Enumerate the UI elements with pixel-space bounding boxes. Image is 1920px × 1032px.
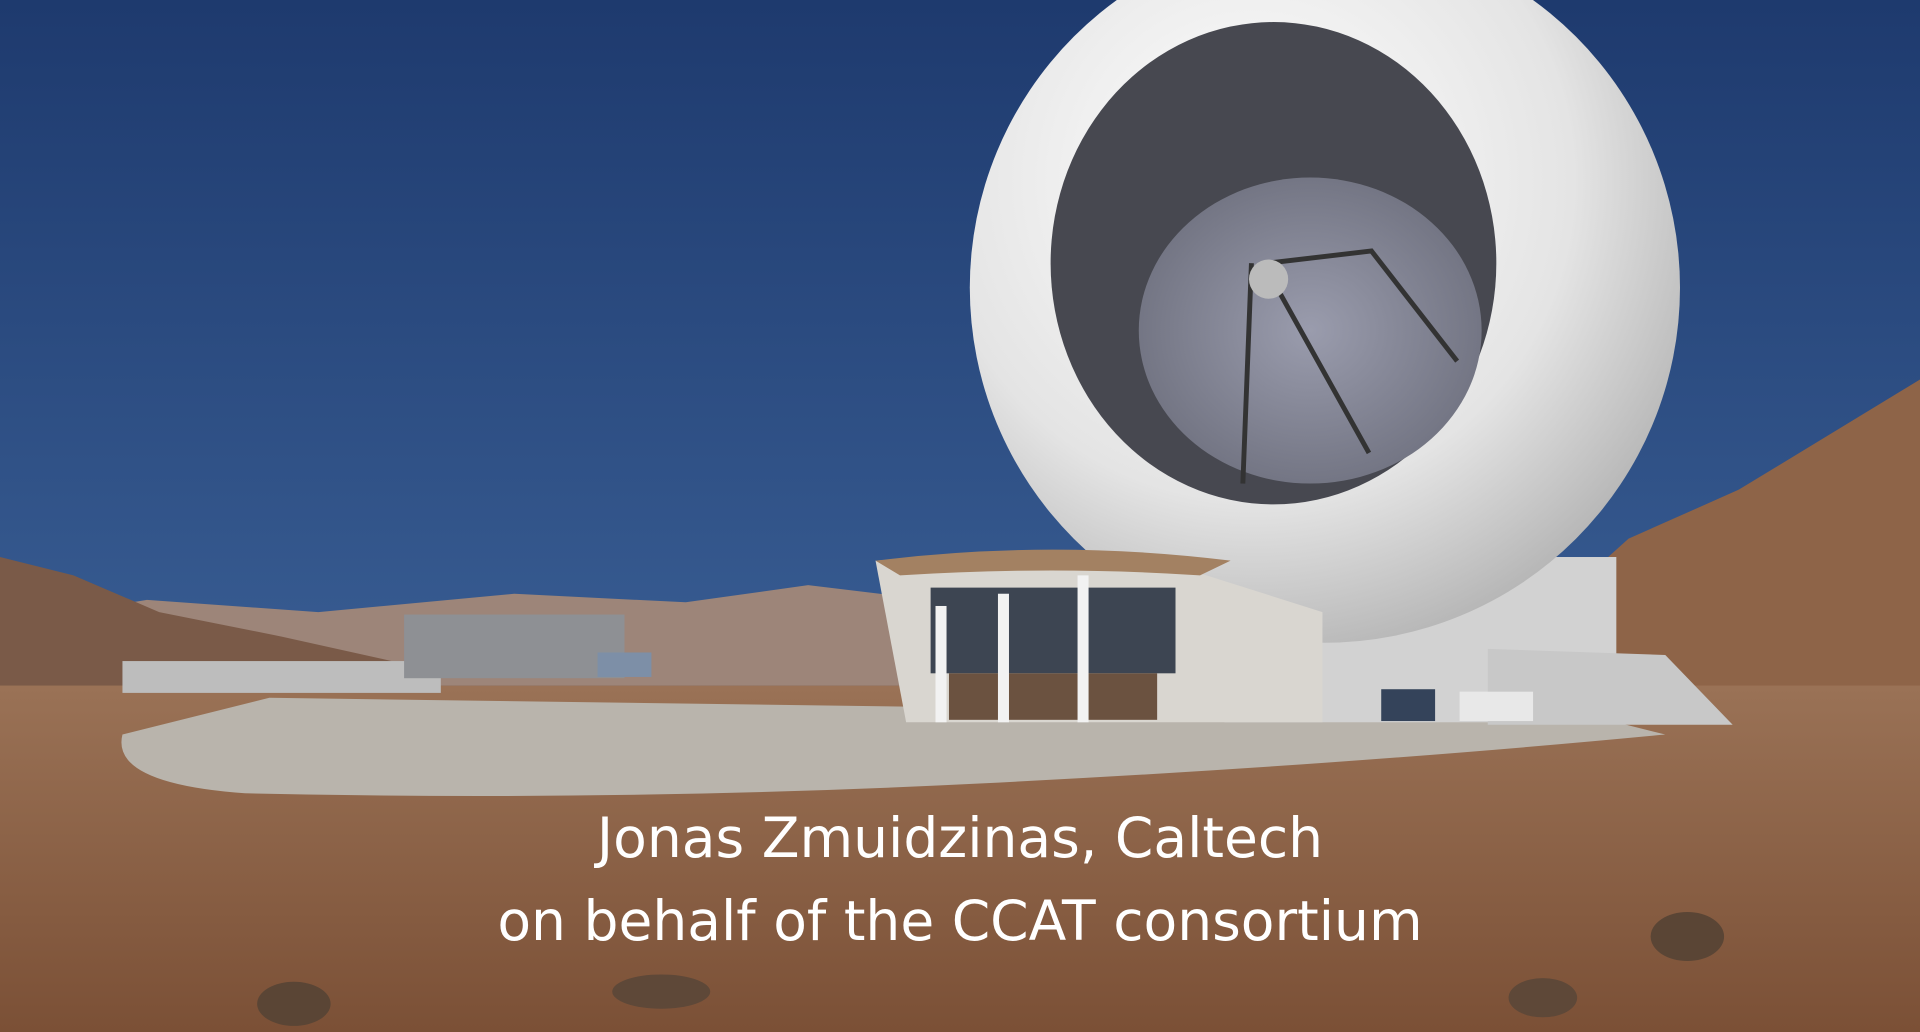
- rock: [1509, 978, 1578, 1017]
- vehicle: [1381, 689, 1435, 721]
- rock: [1651, 912, 1724, 961]
- column: [936, 606, 947, 722]
- column: [998, 594, 1009, 723]
- column: [1078, 575, 1089, 722]
- vehicle: [598, 652, 652, 676]
- caption-line: Jonas Zmuidzinas, Caltech: [594, 806, 1323, 870]
- rock: [612, 974, 710, 1008]
- lower-level: [949, 673, 1157, 720]
- shed: [404, 615, 624, 679]
- low-wall: [122, 661, 440, 693]
- vehicle: [1460, 692, 1533, 721]
- rock: [257, 982, 330, 1026]
- caption-line: on behalf of the CCAT consortium: [497, 889, 1422, 953]
- windows: [931, 588, 1176, 674]
- secondary-mirror: [1249, 260, 1288, 299]
- page: Jonas Zmuidzinas, Caltech on behalf of t…: [0, 0, 1920, 1032]
- mirror: [1139, 178, 1482, 484]
- slide: Jonas Zmuidzinas, Caltech on behalf of t…: [0, 0, 1920, 1032]
